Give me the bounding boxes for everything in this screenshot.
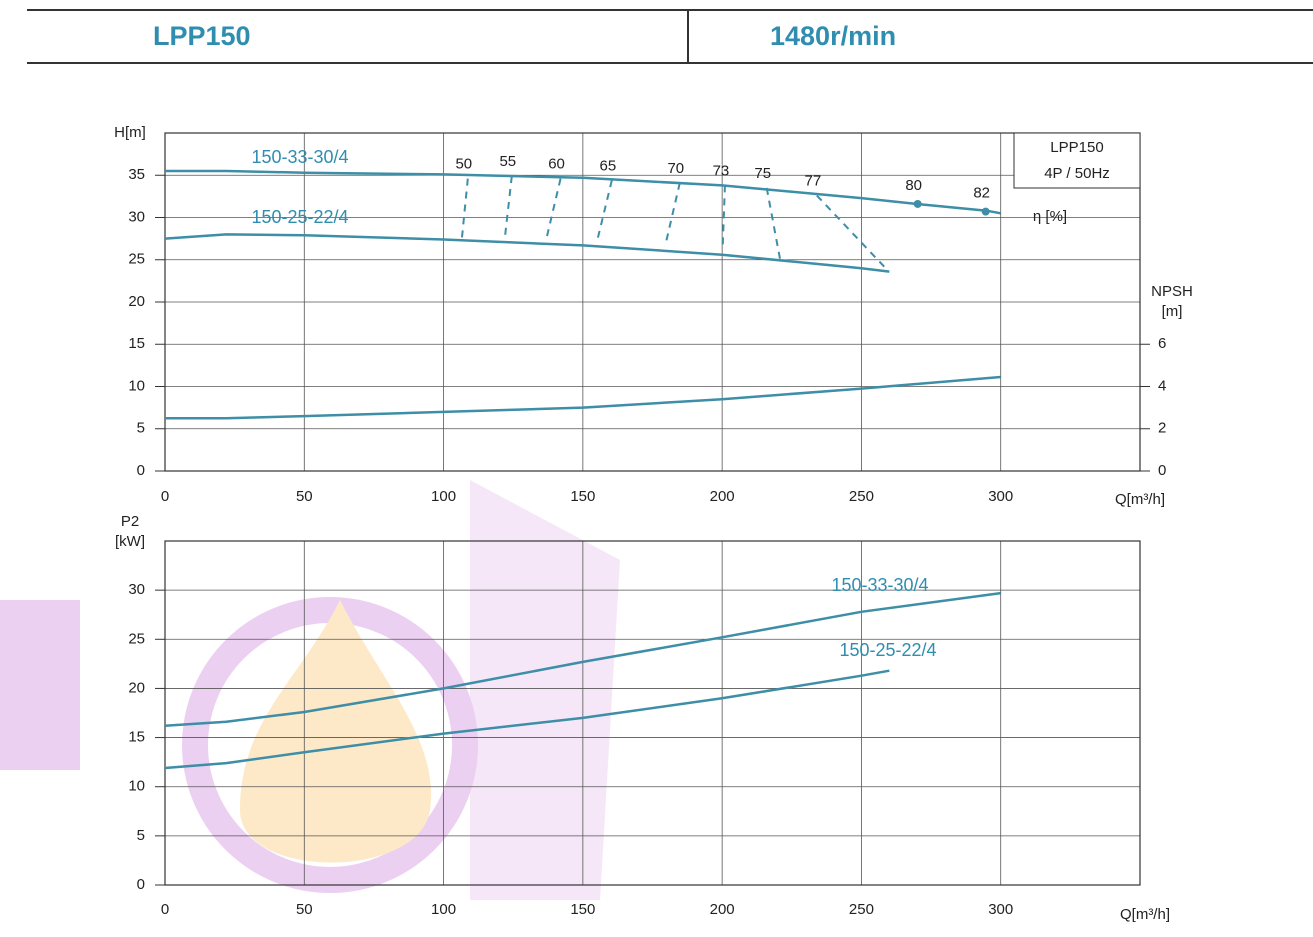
y2-tick-label: 2 (1158, 420, 1166, 437)
y2-tick-label: 0 (1158, 462, 1166, 479)
watermark-gear (470, 480, 620, 900)
efficiency-point (981, 207, 990, 216)
y-tick-label: 25 (128, 251, 145, 268)
curve (164, 233, 890, 273)
legend-text: LPP150 (1050, 139, 1103, 156)
y-tick-label: 30 (128, 208, 145, 225)
watermark-flame (240, 600, 432, 863)
efficiency-line (664, 182, 681, 244)
y-axis-label: P2 (121, 513, 139, 530)
x-tick-label: 100 (431, 901, 456, 918)
curve-label: 150-33-30/4 (831, 575, 928, 595)
y-tick-label: 30 (128, 581, 145, 598)
efficiency-line (721, 185, 726, 248)
x-tick-label: 150 (570, 488, 595, 505)
x-axis-label: Q[m³/h] (1120, 906, 1170, 923)
x-tick-label: 300 (988, 488, 1013, 505)
plot-frame (164, 132, 1141, 472)
y2-axis-label: NPSH (1151, 283, 1193, 300)
y-tick-label: 25 (128, 630, 145, 647)
y-axis-label: [kW] (115, 533, 145, 550)
y-tick-label: 15 (128, 729, 145, 746)
curve (164, 669, 890, 770)
curve-label: 150-25-22/4 (839, 640, 936, 660)
x-tick-label: 0 (161, 901, 169, 918)
y-tick-label: 10 (128, 778, 145, 795)
y-tick-label: 0 (137, 876, 145, 893)
efficiency-label: 70 (667, 160, 684, 177)
efficiency-label: 55 (499, 153, 516, 170)
x-tick-label: 100 (431, 488, 456, 505)
curve-label: 150-25-22/4 (251, 207, 348, 227)
x-tick-label: 50 (296, 901, 313, 918)
x-tick-label: 150 (570, 901, 595, 918)
y-tick-label: 5 (137, 420, 145, 437)
x-tick-label: 250 (849, 488, 874, 505)
efficiency-label: 65 (599, 157, 616, 174)
x-tick-label: 200 (710, 488, 735, 505)
y-tick-label: 15 (128, 335, 145, 352)
y-tick-label: 0 (137, 462, 145, 479)
efficiency-label: 82 (973, 185, 990, 202)
y2-tick-label: 6 (1158, 335, 1166, 352)
efficiency-label: 50 (455, 156, 472, 173)
efficiency-line (460, 178, 469, 238)
header-speed: 1480r/min (770, 21, 896, 51)
efficiency-label: 80 (905, 177, 922, 194)
curve (165, 169, 1001, 215)
efficiency-axis-label: η [%] (1033, 208, 1067, 225)
x-axis-label: Q[m³/h] (1115, 491, 1165, 508)
header-model: LPP150 (153, 21, 251, 51)
efficiency-line (816, 194, 887, 269)
y-tick-label: 10 (128, 377, 145, 394)
y-tick-label: 5 (137, 827, 145, 844)
x-tick-label: 0 (161, 488, 169, 505)
y-tick-label: 35 (128, 166, 145, 183)
y-tick-label: 20 (128, 679, 145, 696)
efficiency-label: 60 (548, 156, 565, 173)
curve-label: 150-33-30/4 (251, 147, 348, 167)
efficiency-label: 77 (805, 172, 822, 189)
plot-frame (164, 540, 1141, 886)
x-tick-label: 250 (849, 901, 874, 918)
legend-box (1013, 132, 1141, 189)
curve (165, 375, 1001, 420)
y2-tick-label: 4 (1158, 377, 1166, 394)
watermark (0, 480, 620, 900)
y-tick-label: 20 (128, 293, 145, 310)
legend-text: 4P / 50Hz (1044, 165, 1110, 182)
efficiency-line (545, 178, 562, 239)
watermark-bar (0, 600, 80, 770)
y2-axis-label: [m] (1162, 303, 1183, 320)
efficiency-line (503, 175, 513, 238)
y-axis-label: H[m] (114, 124, 146, 141)
efficiency-label: 75 (754, 165, 771, 182)
watermark-ring (182, 597, 478, 893)
x-tick-label: 50 (296, 488, 313, 505)
efficiency-point (913, 199, 922, 208)
efficiency-line (596, 180, 613, 239)
efficiency-label: 73 (713, 162, 730, 179)
x-tick-label: 200 (710, 901, 735, 918)
efficiency-line (765, 187, 782, 263)
x-tick-label: 300 (988, 901, 1013, 918)
curve (164, 591, 1001, 728)
